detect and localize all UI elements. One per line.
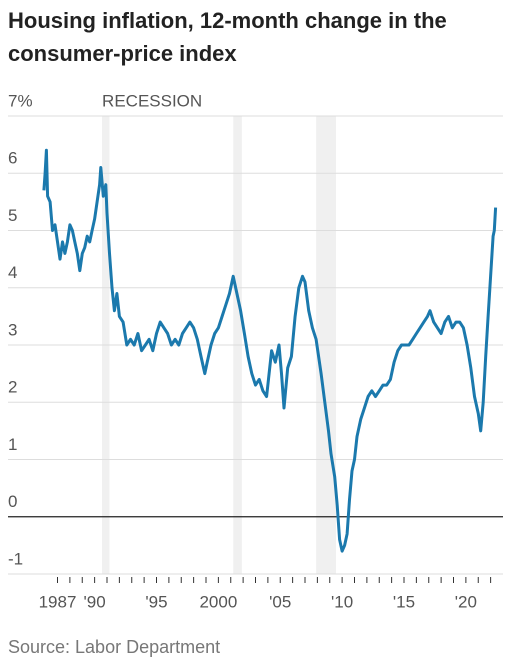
- chart: RECESSION 7% 6 5 4 3 2 1 0 -1 1987 '90 '95 2000 '05 '10…: [8, 91, 503, 611]
- y-tick-label: 4: [8, 263, 17, 282]
- x-tick-label: '15: [393, 592, 415, 611]
- x-tick-label: '20: [455, 592, 477, 611]
- y-tick-label: 3: [8, 320, 17, 339]
- y-tick-label: -1: [8, 549, 23, 568]
- y-tick-label: 0: [8, 492, 17, 511]
- chart-title: Housing inflation, 12-month change in th…: [8, 8, 447, 66]
- y-tick-label: 6: [8, 149, 17, 168]
- x-tick-label: '10: [331, 592, 353, 611]
- x-tick-label: 1987: [39, 592, 77, 611]
- data-line: [42, 148, 498, 553]
- y-tick-label: 1: [8, 435, 17, 454]
- y-tick-label: 5: [8, 206, 17, 225]
- source-note: Source: Labor Department: [8, 637, 221, 657]
- x-tick-label: '90: [84, 592, 106, 611]
- recession-label: RECESSION: [102, 91, 202, 110]
- y-tick-label: 7%: [8, 91, 33, 110]
- x-tick-label: 2000: [199, 592, 237, 611]
- x-tick-label: '95: [145, 592, 167, 611]
- x-tick-label: '05: [269, 592, 291, 611]
- y-tick-label: 2: [8, 378, 17, 397]
